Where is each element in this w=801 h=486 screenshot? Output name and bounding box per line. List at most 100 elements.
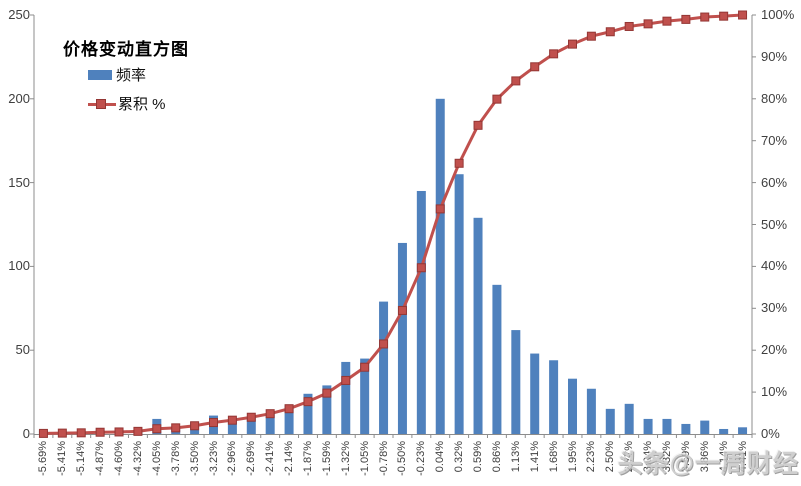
cumulative-marker	[379, 339, 389, 349]
cumulative-marker	[171, 423, 181, 433]
legend-item-cumulative: 累积 %	[88, 89, 166, 118]
cumulative-marker	[190, 421, 200, 431]
right-axis-tick-label: 30%	[761, 300, 788, 316]
cumulative-marker	[341, 375, 351, 385]
x-axis-category-label: -0.23%	[415, 441, 428, 476]
x-axis-category-label: -3.50%	[188, 441, 201, 476]
frequency-bar	[303, 393, 313, 434]
frequency-bar	[265, 413, 275, 434]
frequency-bar	[360, 358, 370, 434]
cumulative-marker	[568, 39, 577, 49]
x-axis-category-label: 1.13%	[509, 441, 522, 473]
left-axis-tick-label: 100	[8, 258, 30, 274]
right-axis-tick-label: 0%	[761, 426, 780, 441]
frequency-bar	[397, 242, 407, 434]
cumulative-marker	[700, 12, 710, 22]
x-axis-category-label: -4.87%	[94, 441, 107, 476]
cumulative-marker	[152, 424, 162, 434]
frequency-bar	[454, 174, 464, 434]
cumulative-marker	[114, 427, 124, 437]
x-axis-category-label: -1.05%	[358, 441, 371, 476]
cumulative-marker	[473, 120, 483, 130]
cumulative-marker	[397, 305, 407, 315]
x-axis-category-label: -3.23%	[207, 441, 220, 476]
x-axis-category-label: -0.50%	[396, 441, 409, 476]
right-axis-tick-label: 80%	[761, 90, 788, 106]
x-axis-category-label: -4.60%	[113, 441, 125, 476]
x-axis-category-label: -2.96%	[226, 441, 239, 476]
cumulative-marker	[95, 427, 105, 437]
frequency-bar	[530, 353, 540, 434]
frequency-bar	[435, 98, 445, 435]
cumulative-marker	[265, 409, 275, 419]
left-axis-tick-label: 150	[8, 174, 30, 190]
left-axis-tick-label: 200	[8, 90, 30, 106]
cumulative-line-swatch-icon	[88, 98, 116, 110]
x-axis-category-label: 0.04%	[434, 441, 447, 473]
cumulative-marker	[530, 62, 540, 72]
x-axis-category-label: 0.86%	[490, 441, 503, 473]
right-axis-tick-label: 90%	[761, 48, 788, 64]
cumulative-marker	[38, 428, 48, 438]
cumulative-marker	[227, 415, 237, 425]
cumulative-marker	[454, 158, 464, 168]
cumulative-marker	[57, 428, 67, 438]
right-axis-tick-label: 60%	[761, 174, 788, 190]
frequency-bar	[492, 284, 502, 434]
x-axis-category-label: -1.32%	[339, 441, 352, 476]
frequency-bar	[624, 403, 634, 434]
x-axis-category-label: 2.50%	[604, 441, 617, 473]
right-axis-tick-label: 20%	[761, 342, 788, 358]
x-axis-category-label: -4.05%	[150, 441, 163, 476]
frequency-bar-swatch-icon	[88, 69, 112, 80]
frequency-bar	[700, 420, 710, 434]
frequency-bar	[341, 361, 351, 434]
cumulative-marker	[681, 14, 691, 24]
left-axis-tick-label: 50	[15, 342, 30, 358]
x-axis-category-label: -4.32%	[131, 441, 144, 476]
x-axis-category-label: 0.32%	[453, 441, 466, 473]
x-axis-category-label: -2.41%	[264, 441, 277, 476]
frequency-bar	[284, 405, 294, 434]
left-axis-tick-label: 0	[22, 426, 30, 441]
cumulative-marker	[624, 21, 634, 31]
frequency-bar	[681, 423, 691, 434]
cumulative-marker	[303, 397, 313, 407]
frequency-bar	[416, 190, 426, 434]
x-axis-category-label: 0.59%	[472, 441, 484, 473]
right-axis-tick-label: 10%	[761, 384, 788, 400]
frequency-bar	[586, 388, 596, 434]
frequency-bar	[568, 378, 577, 434]
left-axis-tick-label: 250	[8, 7, 30, 22]
x-axis-category-label: -0.78%	[377, 441, 390, 476]
legend-item-frequency: 频率	[88, 60, 166, 89]
right-axis-tick-label: 50%	[761, 216, 788, 232]
cumulative-marker	[492, 94, 502, 104]
cumulative-marker	[435, 204, 445, 214]
cumulative-marker	[76, 428, 86, 438]
frequency-bar	[227, 420, 237, 434]
x-axis-category-label: 1.68%	[547, 441, 560, 473]
cumulative-marker	[209, 418, 218, 428]
frequency-bar	[246, 417, 256, 434]
x-axis-category-label: -2.14%	[283, 441, 296, 476]
x-axis-category-label: -5.41%	[56, 441, 69, 476]
x-axis-category-label: -5.69%	[37, 441, 50, 476]
x-axis-category-label: -5.14%	[75, 441, 88, 476]
cumulative-marker	[662, 16, 672, 26]
frequency-bar	[643, 418, 653, 434]
frequency-bar	[379, 301, 389, 434]
cumulative-marker	[549, 49, 559, 59]
right-axis-tick-label: 70%	[761, 132, 788, 148]
frequency-bar	[738, 427, 748, 434]
cumulative-marker	[511, 76, 521, 86]
cumulative-marker	[586, 31, 596, 41]
cumulative-marker	[133, 426, 143, 436]
frequency-bar	[322, 385, 332, 434]
frequency-bar	[719, 428, 729, 434]
cumulative-marker	[738, 10, 748, 20]
chart-title: 价格变动直方图	[63, 40, 189, 59]
cumulative-marker	[416, 263, 426, 273]
